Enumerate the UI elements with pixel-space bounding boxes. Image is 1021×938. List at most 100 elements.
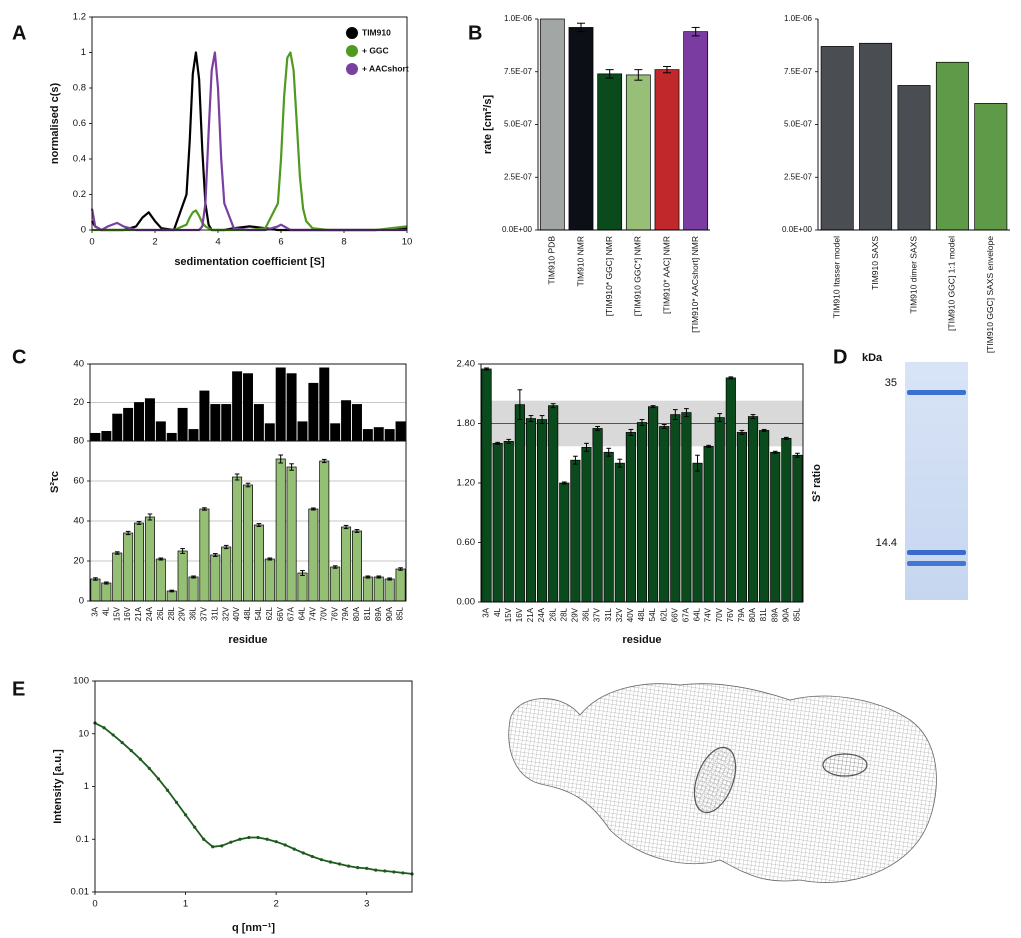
bar bbox=[603, 451, 614, 603]
x-tick-label: [TIM910 GGC] SAXS envelope bbox=[985, 236, 995, 353]
x-tick-label: 21A bbox=[134, 606, 143, 621]
data-point bbox=[120, 740, 124, 745]
data-point bbox=[337, 862, 342, 866]
x-tick-label: 76V bbox=[726, 607, 735, 622]
data-point bbox=[247, 835, 251, 840]
data-point bbox=[265, 837, 269, 841]
gel: kDa 35 14.4 bbox=[862, 352, 968, 600]
data-point bbox=[238, 837, 242, 841]
x-tick-label: 16V bbox=[123, 606, 132, 621]
y-tick-label: 20 bbox=[73, 556, 84, 567]
bar bbox=[144, 398, 155, 442]
y-tick-label: 100 bbox=[73, 676, 89, 687]
plot-frame bbox=[480, 363, 804, 603]
bar bbox=[330, 423, 341, 442]
bar bbox=[319, 367, 330, 442]
y-tick-label: 0.2 bbox=[73, 189, 86, 200]
data-point bbox=[310, 854, 314, 859]
panel-label: A bbox=[12, 22, 26, 44]
bar bbox=[514, 404, 525, 603]
gel-band bbox=[907, 561, 966, 566]
bar bbox=[373, 576, 384, 602]
panel-label: D bbox=[833, 346, 847, 368]
gel-band bbox=[907, 550, 966, 555]
x-tick-label: 2 bbox=[273, 899, 278, 910]
x-tick-label: 70V bbox=[715, 607, 724, 622]
bar bbox=[559, 482, 570, 603]
data-point bbox=[356, 866, 360, 870]
gel-marker: 14.4 bbox=[876, 537, 897, 549]
bar bbox=[597, 73, 623, 231]
x-tick-label: 80A bbox=[748, 607, 757, 622]
x-tick-label: 90A bbox=[385, 606, 394, 621]
bar bbox=[253, 404, 264, 442]
x-tick-label: 54L bbox=[254, 606, 263, 620]
bar bbox=[781, 438, 792, 603]
y-tick-label: 1 bbox=[84, 781, 89, 792]
bar bbox=[155, 421, 166, 442]
data-point bbox=[292, 847, 296, 851]
bar bbox=[568, 27, 594, 231]
data-point bbox=[165, 788, 170, 792]
x-tick-label: 1 bbox=[183, 899, 188, 910]
y-tick-label: 20 bbox=[73, 397, 84, 408]
bar bbox=[670, 414, 681, 603]
x-tick-label: 37V bbox=[200, 606, 209, 621]
y-tick-label: 7.5E-07 bbox=[784, 67, 813, 76]
y-tick-label: 1.0E-06 bbox=[784, 14, 813, 23]
data-point bbox=[111, 733, 115, 737]
data-point bbox=[392, 870, 396, 874]
x-tick-label: 74V bbox=[308, 606, 317, 621]
x-tick-label: 36L bbox=[189, 606, 198, 620]
bar bbox=[341, 526, 352, 602]
bar bbox=[243, 373, 253, 442]
x-tick-label: 32V bbox=[615, 607, 624, 622]
y-tick-label: 5.0E-07 bbox=[504, 120, 533, 129]
bar bbox=[384, 429, 395, 442]
series-line bbox=[92, 51, 408, 232]
x-tick-label: 21A bbox=[526, 607, 535, 622]
x-tick-label: [TIM910* AAC] NMR bbox=[661, 236, 671, 314]
y-tick-label: 2.5E-07 bbox=[784, 172, 813, 181]
y-tick-label: 0.6 bbox=[73, 118, 86, 129]
y-tick-label: 40 bbox=[73, 359, 84, 370]
bar bbox=[692, 462, 703, 603]
x-tick-label: 29V bbox=[178, 606, 187, 621]
x-tick-label: 85L bbox=[793, 607, 802, 621]
y-axis-title: Intensity [a.u.] bbox=[52, 749, 64, 824]
x-tick-label: 67A bbox=[682, 607, 691, 622]
legend-label: + GGC bbox=[362, 45, 389, 55]
y-tick-label: 40 bbox=[73, 516, 84, 527]
x-tick-label: 2 bbox=[152, 237, 157, 248]
bar bbox=[703, 445, 714, 603]
y-tick-label: 0 bbox=[81, 225, 86, 236]
bar bbox=[308, 382, 319, 442]
x-tick-label: 40V bbox=[232, 606, 241, 621]
data-point bbox=[328, 860, 333, 864]
y-tick-label: 0 bbox=[79, 596, 84, 607]
bar bbox=[101, 431, 112, 442]
x-tick-label: 8 bbox=[341, 237, 346, 248]
bar bbox=[351, 530, 362, 602]
data-point bbox=[156, 777, 160, 781]
bar bbox=[134, 402, 145, 442]
y-tick-label: 0.00 bbox=[457, 597, 476, 608]
bar bbox=[548, 405, 559, 603]
bar bbox=[362, 429, 373, 442]
x-tick-label: 3A bbox=[91, 606, 100, 616]
bar bbox=[297, 572, 308, 602]
x-axis-title: residue bbox=[228, 634, 267, 646]
x-tick-label: 64L bbox=[693, 607, 702, 621]
data-point bbox=[138, 757, 142, 761]
bar bbox=[935, 61, 969, 231]
bar bbox=[770, 451, 781, 603]
data-point bbox=[102, 726, 106, 730]
x-tick-label: [TIM910* GGC] NMR bbox=[604, 236, 614, 316]
bar bbox=[974, 103, 1008, 231]
y-tick-label: 0.1 bbox=[76, 834, 89, 845]
data-point bbox=[129, 748, 133, 753]
bar bbox=[101, 582, 112, 602]
bar bbox=[384, 578, 395, 602]
x-tick-label: 37V bbox=[593, 607, 602, 622]
